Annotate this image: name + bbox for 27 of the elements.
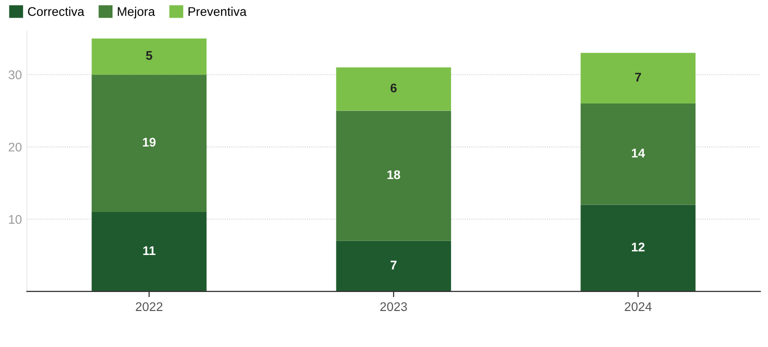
- legend-label: Correctiva: [28, 6, 84, 16]
- bar: [336, 110, 452, 241]
- bar: [336, 67, 452, 111]
- x-tick-label: 2023: [380, 302, 407, 312]
- data-label: 18: [387, 170, 400, 180]
- bar: [580, 204, 696, 292]
- bar: [336, 240, 452, 292]
- legend-label: Mejora: [118, 6, 156, 18]
- legend-label: Preventiva: [188, 6, 247, 16]
- x-tick-label: 2024: [624, 302, 652, 312]
- bar: [580, 104, 696, 205]
- bar: [92, 74, 207, 212]
- bar: [92, 38, 207, 75]
- data-label: 19: [142, 138, 156, 147]
- bar: [580, 52, 696, 104]
- data-label: 14: [632, 148, 645, 158]
- y-tick-label: 10: [9, 214, 22, 224]
- data-label: 11: [143, 246, 156, 255]
- data-label: 7: [635, 72, 642, 82]
- data-label: 7: [390, 260, 397, 270]
- y-tick-label: 30: [8, 70, 22, 80]
- data-label: 6: [390, 84, 397, 92]
- x-tick-label: 2022: [136, 302, 162, 312]
- bar: [92, 212, 207, 292]
- data-label: 12: [632, 242, 645, 252]
- y-tick-label: 20: [8, 142, 22, 152]
- data-label: 5: [146, 51, 152, 60]
